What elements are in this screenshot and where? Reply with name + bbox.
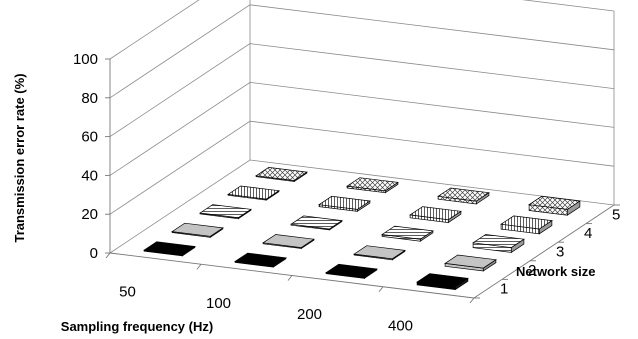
x-tick-mark: [469, 297, 475, 304]
y-axis-ticks: 0 20 40 60 80 100: [73, 51, 110, 262]
bar: [290, 215, 343, 231]
bar: [262, 234, 315, 250]
bar: [444, 254, 497, 272]
z-tick-label: 4: [584, 225, 592, 242]
bar: [416, 273, 469, 291]
bar: [255, 167, 308, 183]
x-tick-mark: [287, 275, 293, 281]
x-tick-label: 200: [297, 306, 322, 323]
y-tick-label: 40: [81, 167, 98, 184]
gridline: [109, 0, 615, 60]
z-tick-label: 5: [612, 206, 620, 223]
gridline: [109, 81, 615, 176]
x-tick-mark: [196, 263, 202, 270]
x-tick-mark: [105, 252, 111, 259]
x-tick-label: 100: [206, 295, 231, 312]
bar: [143, 241, 196, 257]
bar: [381, 225, 434, 242]
bars: [143, 167, 581, 291]
x-axis-label: Sampling frequency (Hz): [61, 319, 213, 334]
bar: [437, 187, 490, 205]
z-axis-label: Network size: [516, 264, 595, 279]
z-axis-line: [473, 204, 615, 299]
bar: [353, 245, 406, 261]
z-tick-label: 2: [528, 262, 536, 279]
gridline: [109, 4, 615, 99]
x-axis-ticks: 50 100 200 400: [105, 252, 475, 334]
bar: [227, 185, 280, 201]
gridline: [109, 43, 615, 137]
y-tick-label: 100: [73, 51, 98, 68]
x-tick-label: 50: [119, 284, 136, 301]
bar: [472, 234, 525, 254]
z-tick-label: 1: [500, 281, 508, 298]
bar: [409, 206, 462, 224]
z-tick-label: 3: [556, 244, 564, 261]
y-tick-label: 60: [81, 129, 98, 146]
bar: [171, 222, 224, 238]
x-tick-mark: [378, 286, 384, 293]
y-tick-label: 0: [90, 245, 98, 262]
bar: [346, 177, 399, 194]
bar: [234, 252, 287, 268]
y-axis-label: Transmission error rate (%): [12, 73, 27, 242]
x-tick-label: 400: [388, 317, 413, 334]
bar: [199, 204, 252, 220]
y-tick-label: 80: [81, 90, 98, 107]
bar: [500, 215, 553, 235]
bar: [325, 263, 378, 280]
bar: [318, 195, 371, 212]
y-tick-label: 20: [81, 206, 98, 223]
z-axis-ticks: 1 2 3 4 5: [474, 204, 620, 299]
bar: [528, 195, 581, 216]
